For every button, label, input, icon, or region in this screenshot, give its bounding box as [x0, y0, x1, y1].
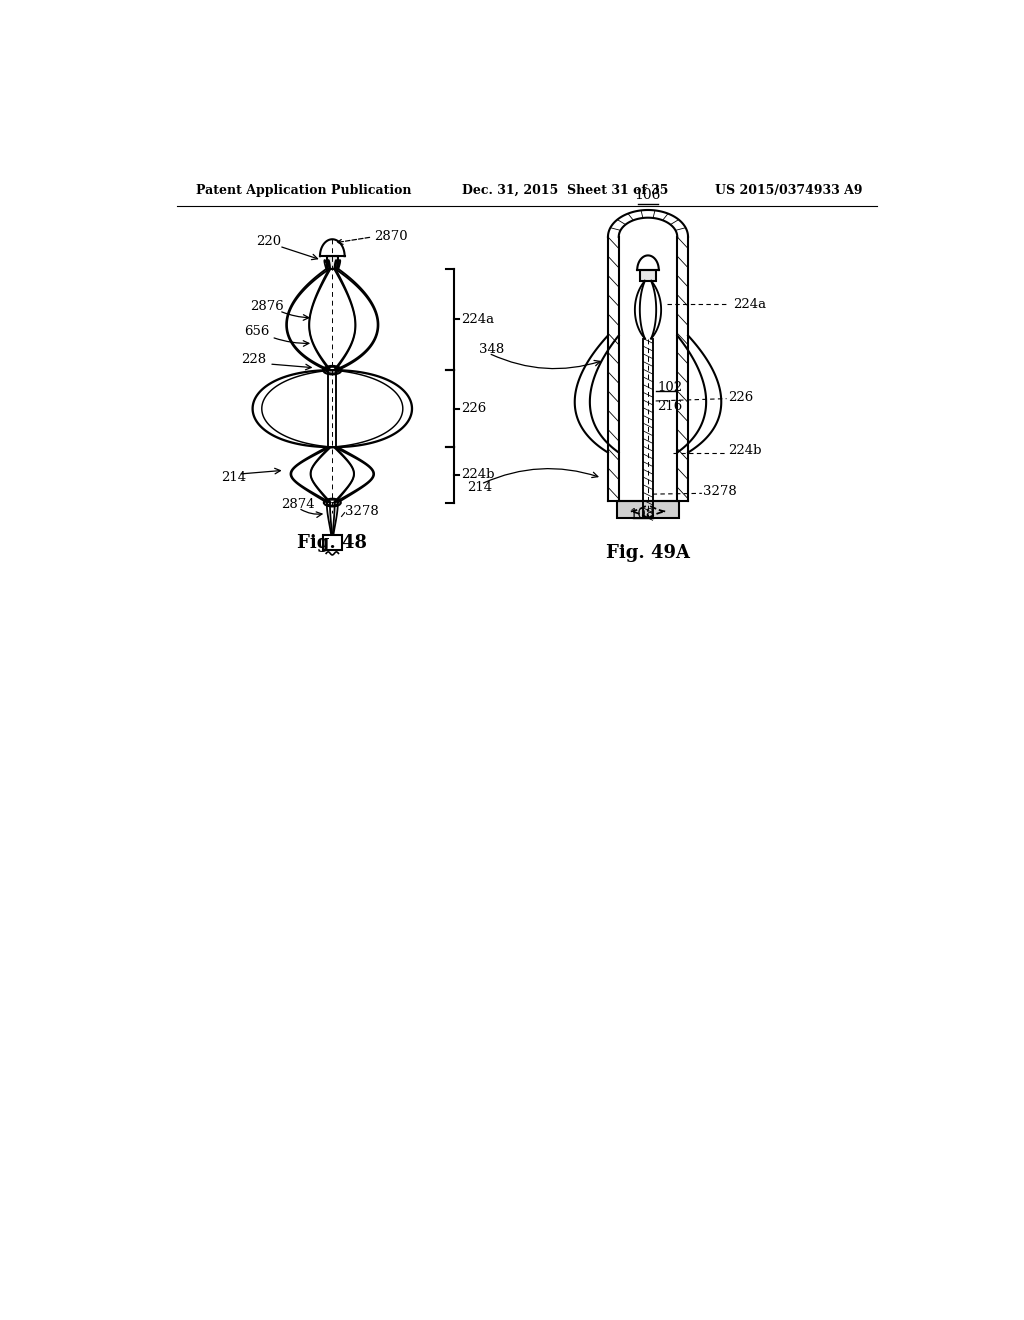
Text: 224a: 224a	[733, 298, 766, 310]
Text: 3278: 3278	[345, 504, 379, 517]
Text: Patent Application Publication: Patent Application Publication	[196, 185, 412, 197]
Ellipse shape	[324, 499, 341, 507]
Bar	[617, 502, 679, 517]
Text: Fig. 49A: Fig. 49A	[606, 544, 690, 561]
Text: 106: 106	[635, 189, 662, 202]
Text: 226: 226	[461, 403, 486, 416]
Text: 2870: 2870	[374, 231, 408, 243]
Ellipse shape	[323, 366, 342, 375]
Text: 224b: 224b	[461, 469, 495, 482]
Text: US 2015/0374933 A9: US 2015/0374933 A9	[715, 185, 862, 197]
Text: 214: 214	[467, 480, 493, 494]
Text: 656: 656	[244, 325, 269, 338]
Text: 102: 102	[657, 381, 682, 395]
Text: 348: 348	[478, 343, 504, 356]
Text: 216: 216	[657, 400, 682, 413]
Text: 226: 226	[728, 391, 754, 404]
Text: Dec. 31, 2015  Sheet 31 of 35: Dec. 31, 2015 Sheet 31 of 35	[462, 185, 668, 197]
Text: 224a: 224a	[461, 313, 494, 326]
Text: 3278: 3278	[703, 486, 737, 499]
Text: 220: 220	[256, 235, 282, 248]
Bar	[327, 256, 338, 268]
Text: 2874: 2874	[282, 499, 315, 511]
Text: 224b: 224b	[728, 445, 762, 458]
Bar	[323, 535, 342, 550]
Text: Fig. 48: Fig. 48	[297, 535, 368, 552]
Text: 108: 108	[630, 508, 654, 520]
Text: 228: 228	[241, 352, 266, 366]
Text: 214: 214	[221, 471, 247, 484]
Bar	[640, 271, 656, 281]
Text: 2876: 2876	[250, 300, 284, 313]
